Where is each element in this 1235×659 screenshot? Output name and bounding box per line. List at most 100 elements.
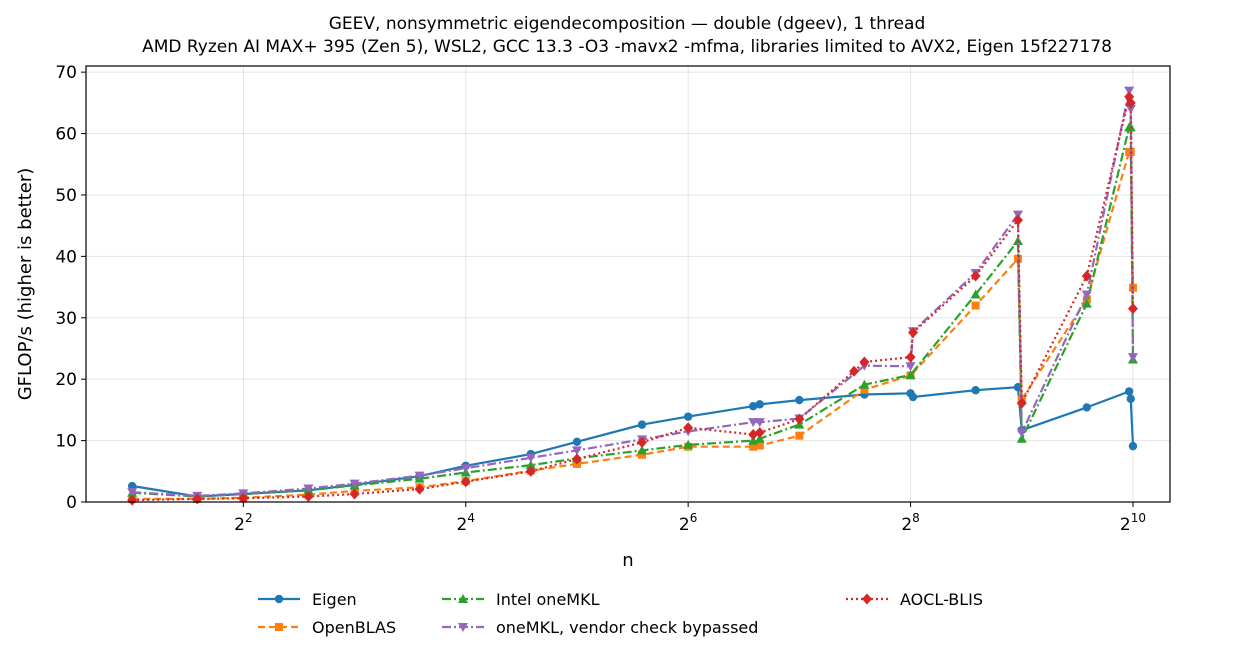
data-point <box>414 471 425 481</box>
y-tick-label: 20 <box>55 370 77 390</box>
legend-marker <box>458 594 468 603</box>
data-point <box>1081 270 1092 282</box>
y-tick-label: 10 <box>55 432 77 452</box>
data-point <box>637 445 648 455</box>
legend-item: Eigen <box>258 590 357 609</box>
legend-label: AOCL-BLIS <box>900 590 983 609</box>
series-onemkl-vendor-check-bypassed <box>127 86 1138 501</box>
data-point <box>795 395 804 405</box>
plot-frame <box>85 65 1171 503</box>
data-point <box>971 301 980 310</box>
data-point <box>414 483 425 495</box>
x-axis-label: n <box>622 550 633 571</box>
data-point <box>571 453 582 465</box>
legend-marker <box>458 623 468 632</box>
data-point <box>1016 397 1027 409</box>
data-point <box>749 442 758 451</box>
data-point <box>1016 433 1027 443</box>
data-point <box>460 476 471 488</box>
data-point <box>525 465 536 477</box>
data-point <box>127 488 138 498</box>
series-layer <box>127 86 1138 506</box>
data-point <box>1081 290 1092 300</box>
data-point <box>908 327 919 339</box>
grid <box>86 66 1170 503</box>
legend-item: oneMKL, vendor check bypassed <box>442 618 758 637</box>
legend-marker <box>275 623 283 631</box>
y-axis: 0 10 20 30 40 50 60 70 <box>55 63 86 513</box>
data-point <box>905 369 916 379</box>
data-point <box>860 385 869 394</box>
data-point <box>971 386 980 395</box>
data-point <box>749 402 758 411</box>
x-tick-label: 24 <box>457 511 475 535</box>
data-point <box>795 431 804 440</box>
data-point <box>683 422 694 434</box>
data-point <box>794 413 805 425</box>
data-point <box>1127 303 1138 315</box>
data-point <box>859 356 870 368</box>
series-eigen <box>127 382 1138 501</box>
legend-item: Intel oneMKL <box>442 590 600 609</box>
data-point <box>1124 86 1135 96</box>
legend-label: Intel oneMKL <box>496 590 600 609</box>
data-point <box>905 351 916 363</box>
series-openblas <box>128 147 1137 503</box>
data-point <box>572 437 582 447</box>
legend-label: OpenBLAS <box>312 618 396 637</box>
data-point <box>970 270 981 282</box>
data-point <box>908 392 918 402</box>
data-point <box>1082 403 1092 412</box>
data-point <box>1125 97 1136 109</box>
data-point <box>1081 298 1092 308</box>
x-tick-label: 210 <box>1120 511 1146 535</box>
data-point <box>683 412 693 421</box>
data-point <box>460 464 471 474</box>
data-point <box>349 488 360 500</box>
data-point <box>525 453 536 463</box>
data-point <box>349 479 360 489</box>
series-line <box>132 150 1135 500</box>
data-point <box>1016 428 1027 438</box>
data-point <box>755 441 764 450</box>
data-point <box>1125 104 1136 114</box>
data-point <box>1126 394 1135 404</box>
series-line <box>132 386 1135 498</box>
legend: Eigen OpenBLAS Intel oneMKL oneMKL, vendor … <box>258 590 983 637</box>
data-point <box>303 490 314 502</box>
chart-subtitle: AMD Ryzen AI MAX+ 395 (Zen 5), WSL2, GCC… <box>142 37 1112 57</box>
data-point <box>755 400 764 409</box>
legend-marker <box>862 593 872 605</box>
data-point <box>754 433 765 443</box>
data-point <box>1012 214 1023 226</box>
data-point <box>859 379 870 389</box>
data-point <box>1128 441 1138 451</box>
data-point <box>905 362 916 372</box>
y-tick-label: 50 <box>55 186 77 206</box>
data-point <box>970 289 981 299</box>
data-point <box>127 494 138 506</box>
legend-label: oneMKL, vendor check bypassed <box>496 618 758 637</box>
legend-item: OpenBLAS <box>258 618 396 637</box>
data-point <box>683 439 694 449</box>
data-point <box>127 481 137 491</box>
x-tick-label: 26 <box>679 511 697 535</box>
data-point <box>638 450 647 459</box>
y-axis-label: GFLOP/s (higher is better) <box>15 168 36 401</box>
legend-marker <box>274 594 284 604</box>
y-tick-label: 30 <box>55 309 77 329</box>
x-tick-label: 28 <box>901 511 919 535</box>
data-point <box>238 492 249 504</box>
y-tick-label: 60 <box>55 125 77 145</box>
y-tick-label: 70 <box>55 63 77 83</box>
data-point <box>1127 353 1138 363</box>
series-line <box>132 126 1135 498</box>
legend-item: AOCL-BLIS <box>846 590 983 609</box>
x-axis: 22 24 26 28 210 <box>234 502 1146 535</box>
series-aocl-blis <box>127 91 1138 506</box>
data-point <box>1124 387 1134 396</box>
data-point <box>303 484 314 494</box>
chart-title: GEEV, nonsymmetric eigendecomposition — … <box>329 14 926 34</box>
y-tick-label: 40 <box>55 247 77 267</box>
